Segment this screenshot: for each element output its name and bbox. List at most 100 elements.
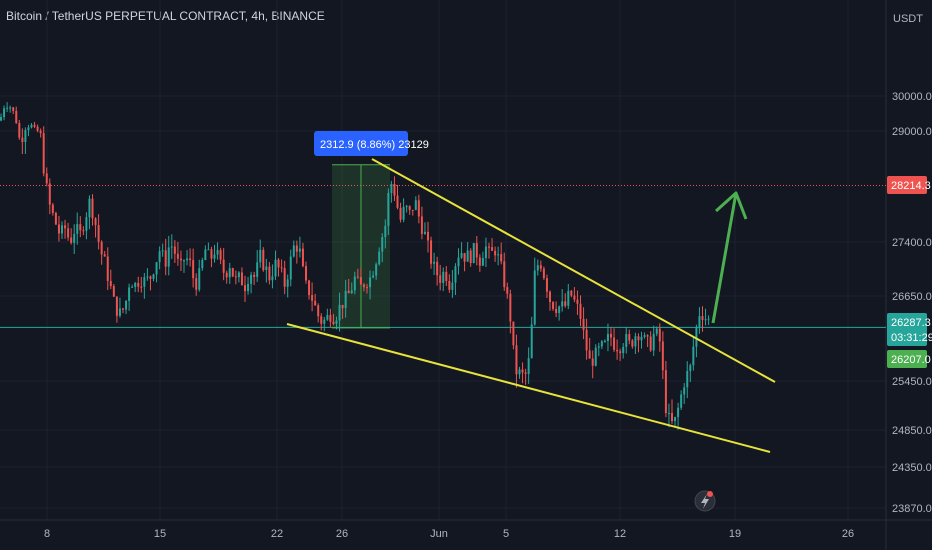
candle-body: [671, 413, 673, 422]
candle-body: [472, 243, 475, 264]
candle-body: [219, 250, 222, 260]
candle-body: [271, 276, 274, 281]
y-tick-label: 23870.0: [892, 503, 932, 515]
candle-body: [561, 301, 564, 307]
candle-body: [533, 270, 536, 325]
y-tick-label: 29000.0: [892, 126, 932, 138]
candle-body: [362, 284, 365, 288]
candle-body: [445, 271, 448, 282]
candle-body: [509, 293, 512, 322]
candle-body: [317, 305, 320, 317]
candle-body: [579, 303, 582, 319]
candle-body: [198, 268, 201, 290]
candle-body: [393, 183, 396, 196]
x-tick-label: 26: [842, 528, 854, 540]
candle-body: [134, 282, 137, 287]
candle-body: [64, 225, 67, 229]
candle-body: [539, 265, 542, 269]
lower-trendline[interactable]: [286, 323, 771, 453]
candle-body: [646, 335, 649, 337]
candle-body: [469, 250, 472, 264]
candle-body: [674, 417, 677, 422]
candle-body: [527, 358, 530, 374]
candle-body: [9, 107, 12, 109]
candle-body: [118, 308, 121, 316]
measure-label-box: [314, 131, 408, 156]
candle-body: [478, 257, 481, 266]
y-tick-label: 30000.0: [892, 91, 932, 103]
candle-body: [323, 319, 326, 324]
candle-body: [680, 394, 683, 408]
candle-body: [603, 340, 606, 342]
candle-body: [15, 110, 18, 123]
y-tick-label: 24850.0: [892, 425, 932, 437]
candle-body: [332, 321, 335, 324]
candle-body: [518, 369, 521, 375]
candle-body: [652, 333, 655, 351]
resistance-price-tag: [887, 176, 927, 194]
candle-body: [613, 337, 616, 350]
candle-body: [97, 225, 100, 242]
candle-body: [353, 276, 356, 291]
candle-body: [164, 250, 167, 267]
candle-body: [36, 126, 39, 131]
candle-body: [131, 286, 134, 288]
last-price-tag: [887, 313, 927, 346]
candle-body: [573, 295, 576, 300]
candle-body: [207, 249, 210, 251]
candle-body: [143, 277, 146, 287]
candle-body: [237, 272, 240, 278]
candle-body: [372, 275, 375, 278]
candle-body: [45, 173, 48, 184]
candle-body: [488, 246, 490, 248]
candle-body: [381, 237, 384, 252]
projection-arrow[interactable]: [711, 192, 738, 324]
candle-body: [689, 365, 692, 372]
candle-body: [475, 243, 478, 258]
candle-body: [256, 262, 259, 277]
candle-body: [555, 308, 558, 313]
candle-body: [231, 268, 234, 277]
candle-body: [466, 250, 469, 262]
candle-body: [247, 283, 250, 292]
candle-body: [158, 251, 161, 263]
candle-body: [683, 387, 686, 395]
candle-body: [103, 254, 106, 257]
candle-body: [0, 117, 2, 121]
candle-body: [234, 276, 237, 278]
upper-trendline[interactable]: [371, 158, 776, 383]
candle-body: [378, 251, 381, 265]
candle-body: [283, 268, 286, 287]
candle-body: [216, 250, 219, 255]
candle-body: [265, 266, 268, 271]
y-tick-label: 26650.0: [892, 291, 932, 303]
candle-body: [625, 334, 628, 347]
candle-body: [137, 282, 140, 287]
x-tick-label: 19: [729, 528, 741, 540]
candle-body: [610, 333, 612, 338]
candle-body: [152, 274, 155, 279]
candle-body: [292, 245, 295, 257]
last-price-text: 26287.3: [891, 317, 931, 329]
candle-body: [79, 224, 82, 231]
candle-body: [149, 276, 152, 279]
y-tick-label: 27400.0: [892, 237, 932, 249]
candle-body: [384, 225, 387, 238]
support-price-tag: [887, 350, 927, 368]
candle-body: [85, 217, 88, 231]
candle-body: [628, 334, 631, 341]
candle-body: [494, 250, 497, 256]
candle-body: [366, 287, 368, 289]
candle-body: [402, 206, 405, 220]
candle-body: [179, 258, 182, 261]
candle-body: [122, 308, 124, 310]
candle-body: [347, 290, 350, 294]
candle-body: [54, 212, 57, 225]
candle-body: [24, 130, 27, 142]
candle-body: [585, 329, 588, 351]
lightning-icon[interactable]: [694, 490, 716, 512]
chart-title: Bitcoin / TetherUS PERPETUAL CONTRACT, 4…: [6, 9, 325, 23]
candle-body: [497, 254, 500, 256]
candle-body: [27, 127, 30, 131]
